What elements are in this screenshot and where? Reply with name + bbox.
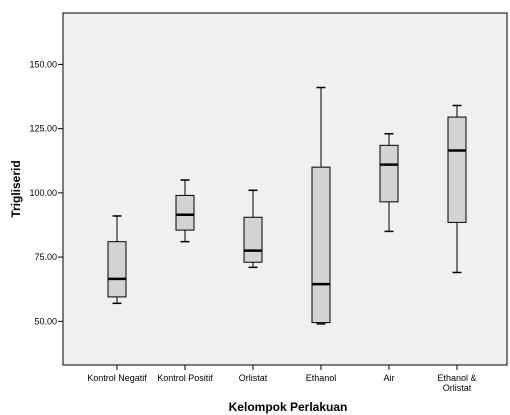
x-tick-label: Orlistat bbox=[239, 373, 268, 383]
y-tick-label: 75.00 bbox=[34, 252, 57, 262]
box bbox=[447, 116, 467, 223]
box-group bbox=[447, 104, 467, 274]
box-group bbox=[175, 179, 195, 243]
y-tick-label: 125.00 bbox=[29, 124, 57, 134]
x-axis-title: Kelompok Perlakuan bbox=[229, 400, 348, 414]
box-group bbox=[243, 189, 263, 269]
x-tick-label: Ethanol & Orlistat bbox=[437, 373, 476, 393]
box bbox=[311, 166, 331, 324]
x-tick-label: Kontrol Positif bbox=[157, 373, 213, 383]
y-tick-label: 50.00 bbox=[34, 316, 57, 326]
plot-area bbox=[62, 12, 508, 366]
box-group bbox=[107, 215, 127, 305]
y-tick-label: 150.00 bbox=[29, 59, 57, 69]
box-group bbox=[379, 133, 399, 233]
x-tick-label: Kontrol Negatif bbox=[87, 373, 147, 383]
box bbox=[243, 216, 263, 263]
box-series bbox=[107, 86, 467, 325]
x-axis: Kontrol Negatif Kontrol Positif Orlistat Et… bbox=[87, 365, 477, 393]
box bbox=[175, 194, 195, 231]
box-group bbox=[311, 86, 331, 325]
box bbox=[107, 241, 127, 298]
x-tick-label: Air bbox=[384, 373, 395, 383]
y-tick-label: 100.00 bbox=[29, 188, 57, 198]
x-tick-label: Ethanol bbox=[306, 373, 337, 383]
box bbox=[379, 144, 399, 203]
y-axis: 50.00 75.00 100.00 125.00 150.00 bbox=[29, 59, 63, 326]
y-axis-title: Trigliserid bbox=[9, 160, 23, 217]
